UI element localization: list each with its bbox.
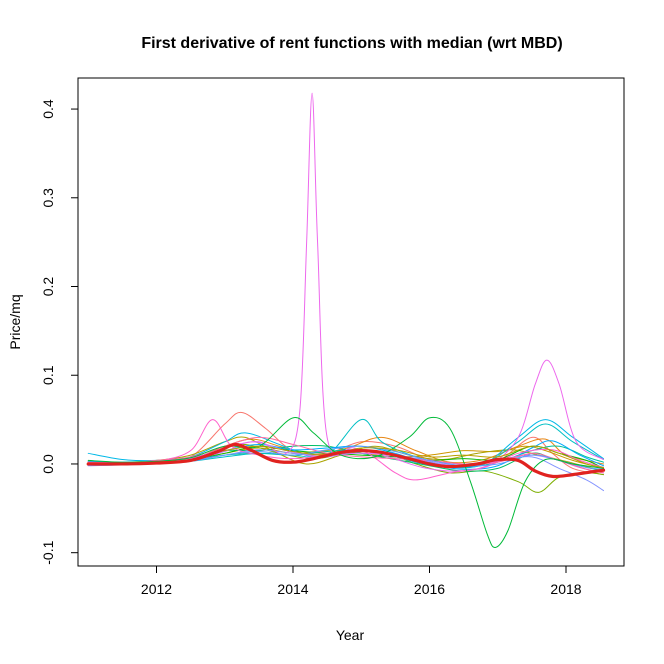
x-axis-label: Year [336,627,365,643]
y-tick-label: 0.1 [40,365,56,385]
x-axis: 2012 2014 2016 2018 [141,565,582,597]
y-tick-label: 0.4 [40,99,56,119]
y-axis: -0.1 0.0 0.1 0.2 0.3 0.4 [40,99,79,565]
x-tick-label: 2016 [414,581,445,597]
x-tick-label: 2018 [550,581,581,597]
series-line-16 [87,436,605,474]
y-axis-label: Price/mq [7,294,23,349]
series-line-20 [86,442,606,479]
y-tick-label: 0.3 [40,188,56,208]
series-line-18 [87,416,605,548]
series-layer [86,92,606,548]
x-tick-label: 2014 [277,581,308,597]
series-line-14 [87,92,605,472]
plot-frame [77,77,625,567]
y-tick-label: 0.2 [40,277,56,297]
y-tick-label: -0.1 [40,540,56,564]
chart-title: First derivative of rent functions with … [141,35,562,52]
y-tick-label: 0.0 [40,454,56,474]
x-tick-label: 2012 [141,581,172,597]
series-line-7 [87,445,605,472]
